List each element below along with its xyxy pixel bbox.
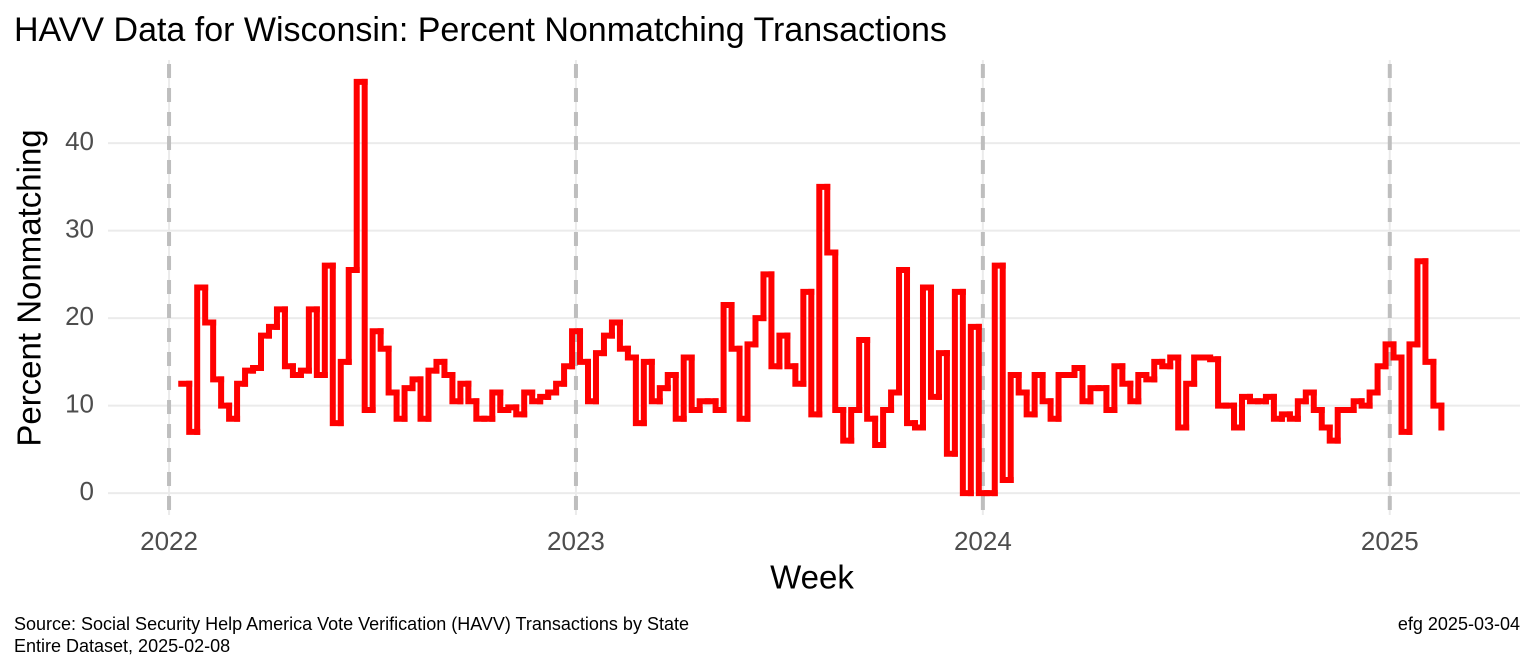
step-segment bbox=[577, 328, 591, 365]
caption: Source: Social Security Help America Vot… bbox=[14, 614, 689, 634]
step-segment bbox=[728, 302, 743, 352]
y-tick-label: 30 bbox=[65, 214, 94, 244]
step-segment bbox=[824, 183, 839, 256]
x-tick-label: 2022 bbox=[140, 526, 198, 556]
step-segment bbox=[1406, 341, 1421, 435]
step-segment bbox=[1039, 372, 1054, 405]
step-segment bbox=[848, 407, 863, 444]
step-segment bbox=[752, 315, 767, 348]
x-tick-label: 2023 bbox=[547, 526, 605, 556]
step-segment bbox=[1055, 372, 1070, 422]
caption-right: efg 2025-03-04 bbox=[1398, 614, 1520, 634]
x-tick-label: 2024 bbox=[954, 526, 1012, 556]
y-tick-label: 40 bbox=[65, 126, 94, 156]
step-segment bbox=[744, 341, 759, 422]
step-segment bbox=[401, 385, 416, 422]
step-segment bbox=[425, 367, 440, 422]
x-tick-label: 2025 bbox=[1361, 526, 1419, 556]
step-segment bbox=[1422, 258, 1437, 365]
x-axis-title: Week bbox=[770, 559, 854, 596]
step-segment bbox=[210, 319, 225, 383]
y-tick-label: 0 bbox=[80, 476, 94, 506]
step-segment bbox=[258, 332, 272, 371]
caption: Entire Dataset, 2025-02-08 bbox=[14, 636, 230, 656]
step-segment bbox=[1430, 358, 1445, 409]
step-segment bbox=[1334, 407, 1349, 444]
step-segment bbox=[880, 407, 895, 448]
step-segment bbox=[385, 345, 400, 396]
step-segment bbox=[864, 337, 879, 422]
step-segment bbox=[345, 267, 360, 365]
step-segment bbox=[592, 350, 607, 405]
chart-title: HAVV Data for Wisconsin: Percent Nonmatc… bbox=[14, 11, 947, 49]
y-tick-label: 20 bbox=[65, 301, 94, 331]
y-axis-title: Percent Nonmatching bbox=[11, 129, 48, 446]
step-segment bbox=[784, 332, 799, 370]
step-segment bbox=[218, 376, 233, 409]
step-segment bbox=[1191, 354, 1206, 387]
step-segment bbox=[616, 319, 631, 352]
step-segment bbox=[832, 249, 847, 413]
step-segment bbox=[234, 380, 249, 422]
step-segment bbox=[337, 358, 352, 427]
step-segment bbox=[904, 267, 918, 427]
step-segment bbox=[1215, 356, 1230, 409]
y-tick-label: 10 bbox=[65, 389, 94, 419]
step-segment bbox=[1374, 363, 1389, 396]
